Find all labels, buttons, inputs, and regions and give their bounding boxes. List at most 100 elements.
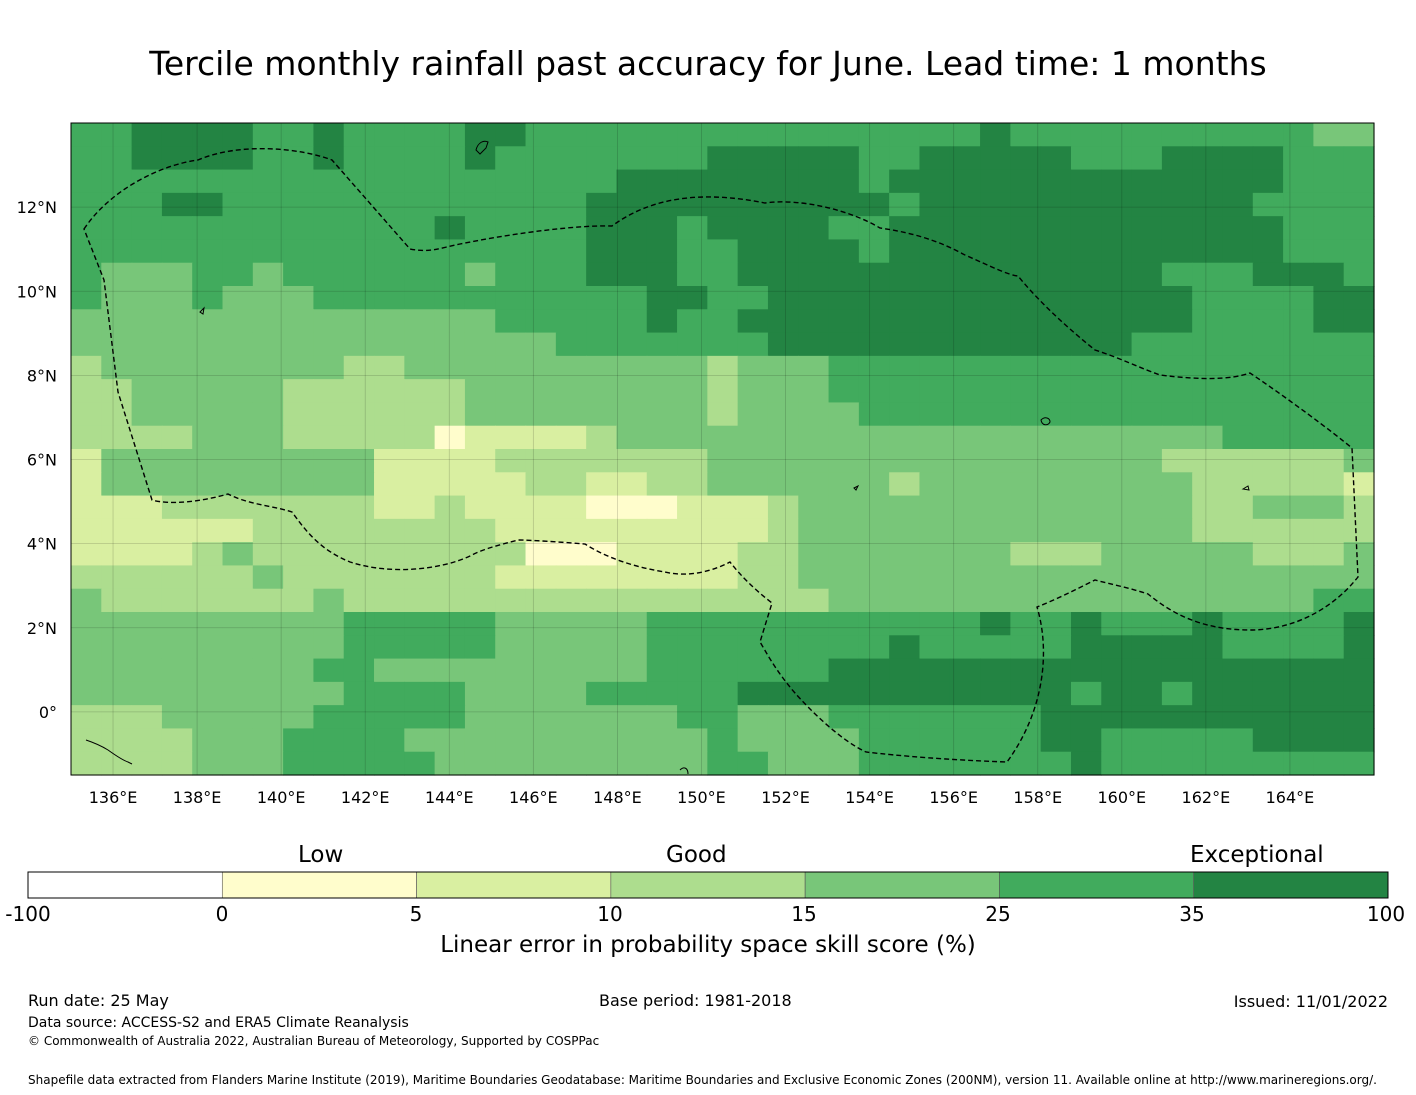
grid-cell xyxy=(919,169,951,194)
grid-cell xyxy=(677,588,708,613)
grid-cell xyxy=(1252,355,1284,380)
grid-cell xyxy=(252,192,284,217)
grid-cell xyxy=(252,705,284,730)
grid-cell xyxy=(71,518,102,543)
grid-cell xyxy=(464,635,496,660)
grid-cell xyxy=(71,123,102,147)
grid-cell xyxy=(707,192,739,217)
grid-cell xyxy=(283,216,315,241)
grid-cell xyxy=(677,123,708,147)
grid-cell xyxy=(1161,402,1193,427)
grid-cell xyxy=(980,379,1011,404)
grid-cell xyxy=(283,728,315,753)
grid-cell xyxy=(464,681,496,706)
copyright: © Commonwealth of Australia 2022, Austra… xyxy=(28,1034,600,1048)
grid-cell xyxy=(707,239,739,264)
grid-cell xyxy=(71,612,102,636)
grid-cell xyxy=(1313,728,1345,753)
grid-cell xyxy=(707,518,739,543)
grid-cell xyxy=(374,355,405,380)
grid-cell xyxy=(1040,146,1072,171)
colorbar-segment xyxy=(999,871,1195,899)
grid-cell xyxy=(71,588,102,613)
grid-cell xyxy=(798,355,830,380)
latitude-label: 6°N xyxy=(27,451,57,470)
grid-cell xyxy=(222,402,254,427)
grid-cell xyxy=(1222,588,1254,613)
grid-cell xyxy=(434,192,466,217)
grid-cell xyxy=(1161,425,1193,450)
grid-cell xyxy=(313,449,345,473)
grid-cell xyxy=(313,123,345,147)
grid-cell xyxy=(71,565,102,590)
longitude-label: 150°E xyxy=(677,788,726,807)
grid-cell xyxy=(828,379,860,404)
grid-cell xyxy=(858,239,890,264)
grid-cell xyxy=(1101,425,1133,450)
grid-cell xyxy=(131,402,163,427)
grid-cell xyxy=(980,542,1011,567)
grid-cell xyxy=(737,123,769,147)
grid-cell xyxy=(464,518,496,543)
grid-cell xyxy=(1343,286,1375,310)
grid-cell xyxy=(252,518,284,543)
grid-cell xyxy=(858,495,890,520)
grid-cell xyxy=(949,518,981,543)
grid-cell xyxy=(980,751,1011,776)
grid-cell xyxy=(555,309,587,334)
grid-cell xyxy=(343,402,375,427)
grid-cell xyxy=(222,612,254,636)
grid-cell xyxy=(707,751,739,776)
grid-cell xyxy=(586,658,618,683)
grid-cell xyxy=(525,146,557,171)
latitude-label: 0° xyxy=(39,703,57,722)
grid-cell xyxy=(192,472,224,497)
grid-cell xyxy=(828,286,860,310)
grid-cell xyxy=(646,169,678,194)
grid-cell xyxy=(1252,449,1284,473)
grid-cell xyxy=(1101,146,1133,171)
grid-cell xyxy=(889,565,921,590)
grid-cell xyxy=(525,565,557,590)
grid-cell xyxy=(919,239,951,264)
grid-cell xyxy=(980,449,1011,473)
grid-cell xyxy=(677,658,708,683)
grid-cell xyxy=(980,588,1011,613)
grid-cell xyxy=(828,728,860,753)
grid-cell xyxy=(707,332,739,357)
grid-cell xyxy=(767,169,799,194)
grid-cell xyxy=(192,612,224,636)
grid-cell xyxy=(677,728,708,753)
grid-cell xyxy=(677,495,708,520)
grid-cell xyxy=(586,123,618,147)
grid-cell xyxy=(828,355,860,380)
grid-cell xyxy=(1131,658,1163,683)
grid-cell xyxy=(1222,239,1254,264)
grid-cell xyxy=(131,588,163,613)
grid-cell xyxy=(1131,309,1163,334)
grid-cell xyxy=(525,169,557,194)
grid-cell xyxy=(1040,449,1072,473)
grid-cell xyxy=(949,262,981,287)
grid-cell xyxy=(525,681,557,706)
grid-cell xyxy=(586,635,618,660)
grid-cell xyxy=(980,192,1011,217)
grid-cell xyxy=(252,681,284,706)
grid-cell xyxy=(464,262,496,287)
grid-cell xyxy=(343,216,375,241)
grid-cell xyxy=(252,612,284,636)
grid-cell xyxy=(737,146,769,171)
grid-cell xyxy=(1343,472,1375,497)
grid-cell xyxy=(313,216,345,241)
grid-cell xyxy=(313,565,345,590)
grid-cell xyxy=(949,286,981,310)
grid-cell xyxy=(1222,146,1254,171)
grid-cell xyxy=(434,239,466,264)
grid-cell xyxy=(798,309,830,334)
grid-cell xyxy=(1101,472,1133,497)
grid-cell xyxy=(949,588,981,613)
grid-cell xyxy=(616,169,648,194)
grid-cell xyxy=(101,123,133,147)
grid-cell xyxy=(1252,751,1284,776)
grid-cell xyxy=(71,681,102,706)
